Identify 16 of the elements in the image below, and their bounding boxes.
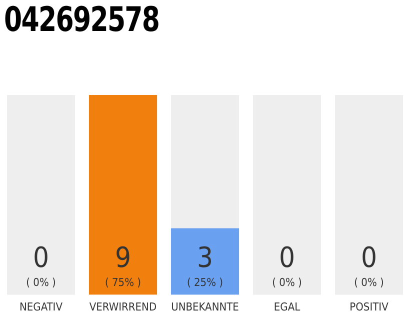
x-tick-label: VERWIRREND — [89, 300, 157, 314]
annotation: ( 25% ) — [186, 276, 224, 289]
data-label: 3 — [196, 240, 214, 274]
x-tick-label: UNBEKANNTE — [171, 300, 239, 314]
x-tick-label: NEGATIV — [20, 300, 63, 314]
annotation: ( 0% ) — [272, 276, 302, 289]
data-label: 0 — [32, 240, 50, 274]
annotation: ( 75% ) — [104, 276, 142, 289]
chart-title: 042692578 — [4, 0, 160, 40]
x-tick-label: EGAL — [274, 300, 301, 314]
annotation: ( 0% ) — [354, 276, 384, 289]
data-label: 9 — [114, 240, 132, 274]
data-label: 0 — [360, 240, 378, 274]
data-label: 0 — [278, 240, 296, 274]
x-tick-label: POSITIV — [350, 300, 389, 314]
annotation: ( 0% ) — [26, 276, 56, 289]
